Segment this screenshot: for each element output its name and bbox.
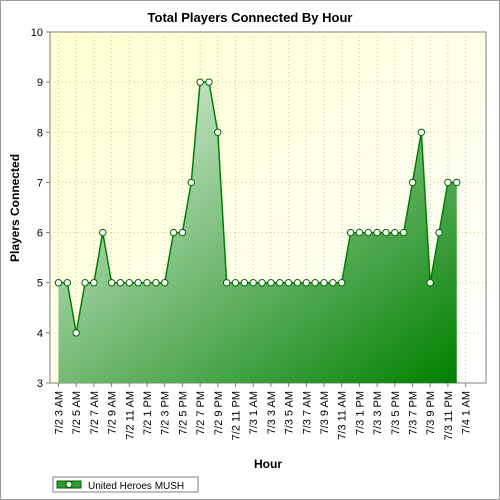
data-point	[302, 279, 310, 287]
x-tick-label: 7/2 5 AM	[71, 391, 83, 434]
x-tick-label: 7/3 7 AM	[301, 391, 313, 434]
chart-title: Total Players Connected By Hour	[148, 10, 353, 25]
data-point	[205, 78, 213, 86]
data-point	[346, 228, 355, 237]
x-tick-label: 7/3 9 AM	[319, 391, 331, 434]
y-axis-label: Players Connected	[8, 154, 22, 262]
data-point	[453, 178, 461, 187]
x-tick-label: 7/3 3 AM	[266, 391, 278, 434]
data-point	[143, 279, 151, 287]
x-tick-label: 7/2 3 AM	[54, 391, 66, 434]
data-point	[72, 329, 80, 337]
data-point	[81, 279, 89, 287]
x-tick-label: 7/3 1 AM	[248, 391, 260, 434]
data-points	[54, 78, 461, 337]
data-point	[435, 228, 443, 237]
x-tick-label: 7/3 11 AM	[337, 391, 349, 440]
y-tick-label: 4	[37, 328, 43, 340]
data-point	[116, 279, 125, 287]
data-point	[187, 178, 195, 187]
x-tick-label: 7/2 9 PM	[213, 391, 225, 435]
x-tick-label: 7/2 11 AM	[124, 391, 136, 440]
data-point	[63, 279, 72, 287]
data-point	[196, 78, 204, 86]
data-point	[426, 279, 434, 287]
x-tick-label: 7/2 7 AM	[89, 391, 101, 434]
y-tick-label: 3	[37, 378, 43, 390]
data-point	[161, 279, 169, 287]
data-point	[169, 228, 178, 237]
y-tick-label: 7	[37, 177, 43, 189]
data-point	[107, 279, 116, 287]
data-point	[222, 279, 231, 287]
data-point	[267, 279, 275, 287]
data-point	[214, 128, 222, 136]
y-tick-label: 6	[37, 228, 43, 240]
data-point	[311, 279, 319, 287]
y-tick-label: 10	[31, 27, 43, 39]
series-line	[58, 81, 457, 333]
data-point	[99, 228, 107, 237]
data-point	[249, 279, 257, 287]
data-point	[399, 228, 408, 237]
data-point	[382, 228, 390, 237]
data-point	[90, 279, 98, 287]
area-layer	[58, 81, 457, 384]
data-point	[338, 279, 346, 287]
x-tick-label: 7/3 1 PM	[354, 391, 366, 435]
legend-label: United Heroes MUSH	[88, 481, 184, 492]
legend-marker-icon	[65, 481, 73, 488]
y-axis-ticks: 3 4 5 6 7 8 9 10	[31, 27, 50, 390]
data-point	[329, 279, 337, 287]
x-axis-ticks: 7/2 3 AM 7/2 5 AM 7/2 7 AM 7/2 9 AM 7/2 11 A…	[54, 383, 473, 440]
x-tick-label: 7/2 3 PM	[160, 391, 172, 435]
data-point	[258, 279, 266, 287]
data-point	[355, 228, 364, 237]
x-tick-label: 7/4 1 AM	[461, 391, 473, 434]
x-tick-label: 7/3 3 PM	[372, 391, 384, 435]
data-point	[408, 178, 417, 187]
legend: United Heroes MUSH	[52, 476, 199, 493]
data-point	[152, 279, 160, 287]
legend-box	[52, 476, 199, 493]
data-point	[231, 279, 240, 287]
data-point	[178, 228, 187, 237]
x-tick-label: 7/2 1 PM	[142, 391, 154, 435]
data-point	[364, 228, 372, 237]
x-tick-label: 7/2 9 AM	[107, 391, 119, 434]
x-tick-label: 7/2 7 PM	[195, 391, 207, 435]
data-point	[320, 279, 328, 287]
y-tick-label: 8	[37, 127, 43, 139]
x-tick-label: 7/3 11 PM	[443, 391, 455, 440]
data-point	[284, 279, 293, 287]
x-tick-label: 7/2 5 PM	[177, 391, 189, 435]
data-point	[125, 279, 134, 287]
x-tick-label: 7/2 11 PM	[231, 391, 243, 440]
x-tick-label: 7/3 5 AM	[284, 391, 296, 434]
data-point	[134, 279, 142, 287]
y-tick-label: 9	[37, 77, 43, 89]
data-point	[240, 279, 249, 287]
data-point	[293, 279, 302, 287]
x-axis-label: Hour	[254, 457, 282, 471]
data-point	[54, 279, 63, 287]
y-tick-label: 5	[37, 278, 43, 290]
data-point	[373, 228, 381, 237]
data-point	[417, 128, 426, 136]
data-point	[391, 228, 399, 237]
x-tick-label: 7/3 7 PM	[408, 391, 420, 435]
x-tick-label: 7/3 5 PM	[390, 391, 402, 435]
data-point	[444, 178, 452, 187]
x-tick-label: 7/3 9 PM	[425, 391, 437, 435]
series-area	[58, 82, 457, 384]
data-point	[276, 279, 284, 287]
